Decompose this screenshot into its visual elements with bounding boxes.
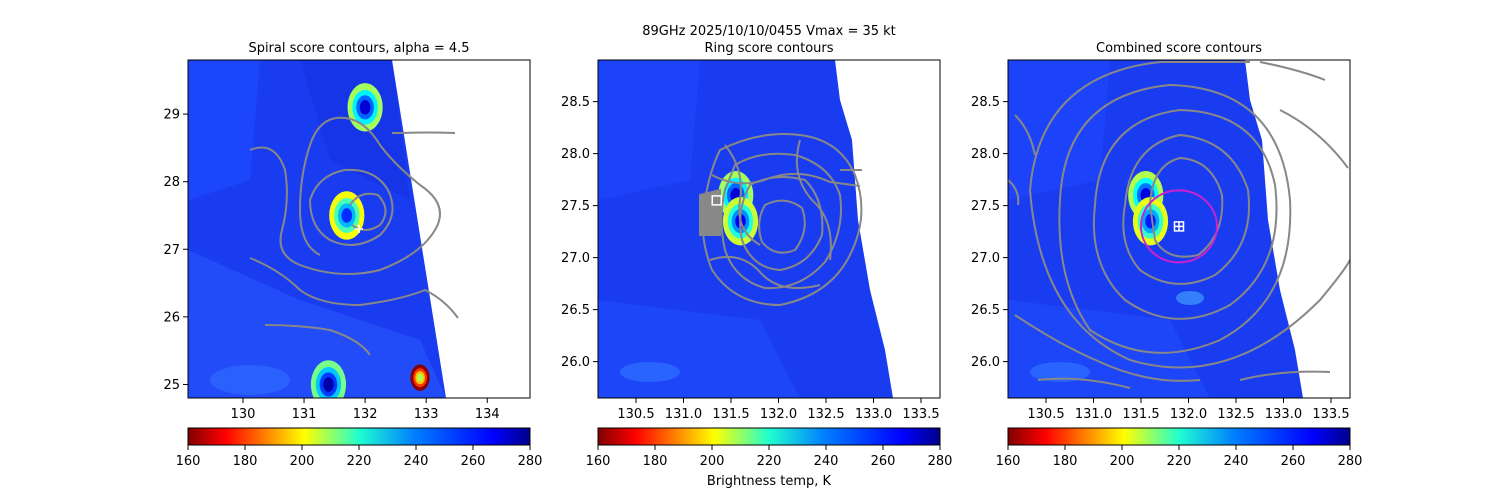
x-tick-label: 132.5 (807, 407, 844, 422)
colorbar-gradient (187, 427, 531, 446)
cold-cloud-feature (417, 373, 423, 382)
y-axis: 28.5 28.0 27.5 27.0 26.5 26.0 (561, 95, 598, 370)
colorbar-tick-label: 260 (461, 454, 486, 469)
x-axis: 130.5 131.0 131.5 132.0 132.5 133.0 133.5 (1027, 398, 1350, 422)
colorbar-tick-label: 280 (518, 454, 543, 469)
eyewall-ring (1140, 189, 1218, 264)
center-square (1173, 221, 1185, 232)
panel-title: Combined score contours (1096, 41, 1262, 56)
colorbar-tick-label: 180 (643, 454, 668, 469)
center-square (711, 195, 722, 206)
panel-title: Spiral score contours, alpha = 4.5 (248, 41, 469, 56)
features (1128, 171, 1169, 246)
center-marker (355, 225, 363, 233)
y-tick-label: 26 (163, 310, 180, 325)
y-tick-label: 26.5 (561, 303, 590, 318)
panel-combined: Combined score contours 130.5 1 (971, 41, 1362, 469)
colorbar-tick-label: 200 (1110, 454, 1135, 469)
colorbar-tick-label: 240 (404, 454, 429, 469)
y-tick-label: 27 (163, 243, 180, 258)
colorbar-tick-label: 160 (586, 454, 611, 469)
y-tick-label: 26.0 (971, 355, 1000, 370)
x-axis: 130.5 131.0 131.5 132.0 132.5 133.0 133.5 (617, 398, 940, 422)
center-marker (711, 195, 722, 206)
y-tick-label: 26.0 (561, 355, 590, 370)
colorbar: 160 180 200 220 240 260 280 (176, 427, 543, 469)
cold-cloud-feature (1145, 213, 1156, 229)
colorbar-tick-label: 180 (1053, 454, 1078, 469)
colorbar-tick-label: 220 (1167, 454, 1192, 469)
y-tick-label: 28.0 (971, 147, 1000, 162)
x-axis: 130 131 132 133 134 (231, 398, 500, 422)
score-contours (249, 116, 459, 356)
colorbar: 160 180 200 220 240 260 280 (586, 427, 953, 469)
colorbar-tick-label: 260 (1281, 454, 1306, 469)
ring-circle (1140, 189, 1218, 264)
y-tick-label: 26.5 (971, 303, 1000, 318)
axes-frame (1007, 59, 1351, 399)
colorbar-gradient (597, 427, 941, 446)
x-tick-label: 133.5 (902, 407, 939, 422)
colorbar-tick-label: 160 (996, 454, 1021, 469)
x-tick-label: 132.0 (760, 407, 797, 422)
colorbar-tick-label: 240 (1224, 454, 1249, 469)
cold-cloud-feature (359, 100, 371, 115)
x-tick-label: 133.0 (1265, 407, 1302, 422)
colorbar-tick-label: 280 (1338, 454, 1363, 469)
y-tick-label: 27.5 (561, 199, 590, 214)
y-tick-label: 28.5 (971, 95, 1000, 110)
colorbar-tick-label: 280 (928, 454, 953, 469)
y-tick-label: 27.5 (971, 199, 1000, 214)
x-tick-label: 131.0 (1075, 407, 1112, 422)
x-tick-label: 131 (292, 407, 317, 422)
colorbar-tick-label: 240 (814, 454, 839, 469)
colorbar-tick-label: 200 (700, 454, 725, 469)
features (310, 83, 430, 398)
x-tick-label: 131.0 (665, 407, 702, 422)
y-tick-label: 28.0 (561, 147, 590, 162)
x-tick-label: 133.0 (855, 407, 892, 422)
score-contours (1008, 61, 1350, 389)
x-tick-label: 132.0 (1170, 407, 1207, 422)
x-tick-label: 133.5 (1312, 407, 1349, 422)
colorbar-tick-label: 220 (757, 454, 782, 469)
x-tick-label: 130.5 (1027, 407, 1064, 422)
x-tick-label: 131.5 (1122, 407, 1159, 422)
y-tick-label: 29 (163, 108, 180, 123)
colorbar-tick-label: 260 (871, 454, 896, 469)
panel-title: Ring score contours (704, 41, 833, 56)
colorbar-tick-label: 180 (233, 454, 258, 469)
score-contours (699, 133, 863, 307)
x-tick-label: 133 (414, 407, 439, 422)
x-tick-label: 134 (475, 407, 500, 422)
x-tick-label: 130 (231, 407, 256, 422)
y-tick-label: 27.0 (971, 251, 1000, 266)
colorbar-tick-label: 220 (347, 454, 372, 469)
y-tick-label: 25 (163, 378, 180, 393)
axes-frame (187, 59, 531, 399)
colorbar: 160 180 200 220 240 260 280 (996, 427, 1363, 469)
panel-ring: Ring score contours 130.5 131.0 131.5 132.0… (561, 41, 952, 489)
colorbar-tick-label: 200 (290, 454, 315, 469)
x-tick-label: 130.5 (617, 407, 654, 422)
panel-spiral: Spiral score contours, alpha = 4.5 130 13… (163, 41, 542, 469)
center-marker (1173, 221, 1185, 232)
cold-cloud-feature (323, 377, 334, 392)
y-axis: 28.5 28.0 27.5 27.0 26.5 26.0 (971, 95, 1008, 370)
x-tick-label: 131.5 (712, 407, 749, 422)
x-tick-label: 132 (353, 407, 378, 422)
colorbar-tick-label: 160 (176, 454, 201, 469)
y-tick-label: 28 (163, 175, 180, 190)
axes-frame (597, 59, 941, 399)
figure-suptitle: 89GHz 2025/10/10/0455 Vmax = 35 kt (642, 24, 896, 39)
y-axis: 29 28 27 26 25 (163, 108, 188, 393)
x-tick-label: 132.5 (1217, 407, 1254, 422)
y-tick-label: 28.5 (561, 95, 590, 110)
colorbar-label: Brightness temp, K (707, 474, 832, 489)
colorbar-gradient (1007, 427, 1351, 446)
y-tick-label: 27.0 (561, 251, 590, 266)
cold-cloud-feature (341, 208, 353, 223)
